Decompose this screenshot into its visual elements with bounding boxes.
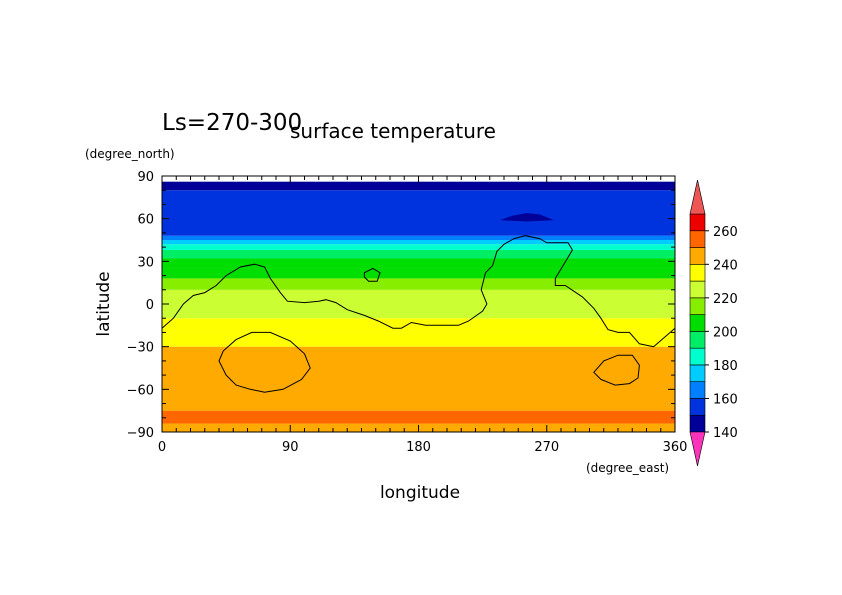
colorbar-tick-label: 180 <box>713 359 738 374</box>
colorbar-over-arrow <box>689 179 706 215</box>
colorbar-segment <box>689 364 706 382</box>
temperature-band <box>162 289 675 304</box>
temperature-band <box>162 190 675 236</box>
colorbar-segment <box>689 398 706 416</box>
plot-fill <box>162 181 675 432</box>
colorbar-tick-label: 260 <box>713 225 738 240</box>
colorbar-segment <box>689 314 706 332</box>
colorbar-tick-label: 200 <box>713 325 738 340</box>
temperature-band <box>162 258 675 269</box>
north-cold-spot <box>499 213 554 222</box>
temperature-band <box>162 235 675 240</box>
y-tick-label: 90 <box>137 170 154 185</box>
colorbar-segment <box>689 347 706 366</box>
colorbar-segment <box>689 247 706 265</box>
temperature-band <box>162 304 675 319</box>
temperature-band <box>162 332 675 347</box>
temperature-band <box>162 240 675 245</box>
y-tick-label: 60 <box>137 213 154 228</box>
y-axis-label: latitude <box>94 271 114 336</box>
x-tick-label: 0 <box>158 440 166 455</box>
colorbar-segment <box>689 230 706 248</box>
temperature-band <box>162 410 675 424</box>
x-tick-label: 90 <box>282 440 299 455</box>
y-tick-label: −60 <box>127 383 154 398</box>
y-unit-label: (degree_north) <box>85 147 175 161</box>
colorbar-tick-label: 240 <box>713 258 738 273</box>
x-tick-label: 180 <box>406 440 431 455</box>
colorbar-segment <box>689 331 706 349</box>
colorbar-tick-label: 140 <box>713 426 738 441</box>
colorbar-tick-label: 160 <box>713 392 738 407</box>
colorbar-segment <box>689 414 706 433</box>
temperature-band <box>162 181 675 191</box>
y-tick-label: −90 <box>127 426 154 441</box>
contour-south-ring-west <box>218 331 311 393</box>
colorbar-segment <box>689 264 706 282</box>
y-tick-label: −30 <box>127 341 154 356</box>
x-tick-label: 270 <box>534 440 559 455</box>
colorbar: 140 160 180 200 220 240 260 <box>689 179 738 467</box>
contour-south-ring-east <box>593 354 640 386</box>
x-unit-label: (degree_east) <box>586 461 669 475</box>
colorbar-segment <box>689 213 706 232</box>
colorbar-under-arrow <box>689 431 706 467</box>
plot-contours <box>161 235 676 393</box>
temperature-band <box>162 244 675 250</box>
temperature-band <box>162 278 675 290</box>
colorbar-tick-label: 220 <box>713 292 738 307</box>
axis-ticks: 0 90 180 270 360 90 60 30 0 −30 −60 −90 <box>127 170 688 455</box>
temperature-band <box>162 268 675 279</box>
x-tick-label: 360 <box>663 440 688 455</box>
y-tick-label: 30 <box>137 255 154 270</box>
colorbar-segment <box>689 381 706 399</box>
contour-island <box>363 267 381 282</box>
contour-coastline <box>161 235 676 348</box>
temperature-band <box>162 318 675 333</box>
chart-subtitle: Ls=270-300 <box>162 110 302 136</box>
colorbar-segment <box>689 297 706 315</box>
y-tick-label: 0 <box>146 298 154 313</box>
temperature-band <box>162 249 675 259</box>
temperature-band <box>162 346 675 411</box>
colorbar-segment <box>689 280 706 299</box>
chart-title: surface temperature <box>290 119 496 143</box>
x-axis-label: longitude <box>380 483 460 503</box>
